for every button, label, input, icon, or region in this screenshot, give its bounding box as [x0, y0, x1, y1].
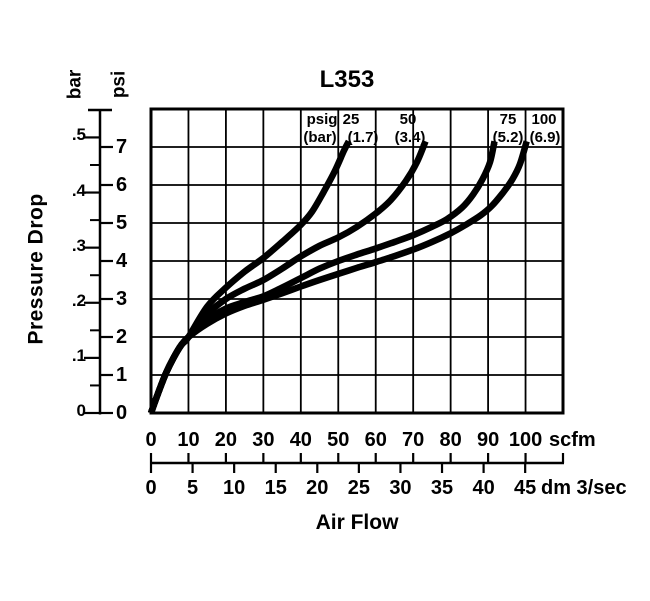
- scfm-tick-label: 70: [402, 429, 425, 451]
- bar-tick-label: .3: [71, 235, 86, 255]
- scfm-tick-label: 40: [289, 429, 312, 451]
- psi-tick-label: 3: [116, 288, 128, 310]
- scfm-tick-label: 50: [327, 429, 350, 451]
- chart-title: L353: [319, 66, 375, 93]
- dm3s-tick-label: 5: [187, 477, 199, 499]
- bar-tick-label: .5: [71, 125, 86, 145]
- bar-tick-label: .4: [71, 180, 86, 200]
- curve-label-bar-value: (6.9): [529, 129, 561, 146]
- dm3s-tick-label: 15: [264, 477, 287, 499]
- curve-label-psig-value: 50: [399, 111, 417, 128]
- x-axis-title: Air Flow: [315, 511, 399, 534]
- curve-label-psig-value: 75: [499, 111, 517, 128]
- curve-50psig: [147, 140, 429, 415]
- scfm-tick-label: 90: [476, 429, 500, 451]
- psi-tick-label: 2: [116, 326, 128, 348]
- bar-tick-label: .2: [71, 290, 86, 310]
- curve-label-bar-value: (5.2): [492, 129, 524, 146]
- scfm-tick-label: 10: [177, 429, 200, 451]
- dm3s-tick-label: 20: [306, 477, 329, 499]
- bar-tick-label: .1: [71, 345, 86, 365]
- psi-tick-label: 7: [116, 136, 128, 158]
- bar-tick-label: 0: [76, 401, 86, 420]
- scfm-tick-label: 60: [364, 429, 387, 451]
- dm3s-tick-label: 25: [347, 477, 370, 499]
- psi-tick-label: 1: [116, 364, 128, 386]
- y-axis-unit-psi: psi: [108, 70, 130, 99]
- psi-tick-label: 6: [116, 174, 128, 196]
- x-axis-unit-scfm: scfm: [549, 429, 596, 451]
- curve-label-bar-unit: (bar): [303, 129, 337, 146]
- curve-label-psig-value: 100: [531, 111, 557, 128]
- y-axis-unit-bar: bar: [64, 69, 86, 100]
- scfm-tick-label: 0: [145, 429, 157, 451]
- dm3s-tick-label: 10: [223, 477, 246, 499]
- psi-tick-label: 0: [116, 402, 128, 424]
- dm3s-tick-label: 30: [389, 477, 412, 499]
- curve-label-bar-value: (1.7): [347, 129, 379, 146]
- x-axis-ruler: [149, 453, 565, 473]
- scfm-tick-label: 80: [439, 429, 462, 451]
- y-axis-title: Pressure Drop: [24, 193, 48, 345]
- plot-grid: [151, 109, 563, 413]
- curve-100psig: [147, 140, 530, 415]
- y-axis-ruler: [84, 108, 113, 415]
- curve-label-psig-unit: psig: [306, 111, 338, 128]
- psi-tick-label: 4: [116, 250, 128, 272]
- plot-border: [149, 107, 565, 415]
- dm3s-tick-label: 35: [430, 477, 454, 499]
- x-axis-unit-dm3s: dm 3/sec: [541, 477, 627, 499]
- scfm-tick-label: 30: [252, 429, 275, 451]
- scfm-tick-label: 100: [508, 429, 543, 451]
- curve-label-bar-value: (3.4): [394, 129, 426, 146]
- dm3s-tick-label: 45: [514, 477, 537, 499]
- flow-curves: [147, 139, 530, 415]
- dm3s-tick-label: 40: [472, 477, 495, 499]
- psi-tick-label: 5: [116, 212, 128, 234]
- scfm-tick-label: 20: [214, 429, 238, 451]
- curve-label-psig-value: 25: [342, 111, 360, 128]
- dm3s-tick-label: 0: [145, 477, 157, 499]
